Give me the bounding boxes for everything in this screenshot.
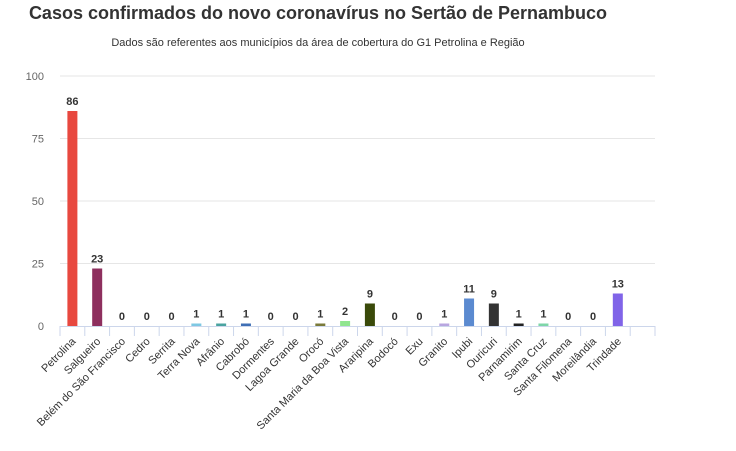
bar: [488, 303, 499, 326]
data-label: 0: [119, 311, 125, 323]
data-label: 11: [463, 284, 475, 296]
data-label: 23: [91, 254, 103, 266]
bar: [513, 323, 524, 326]
bar: [240, 323, 251, 326]
bar: [340, 321, 351, 326]
data-label: 1: [441, 309, 447, 321]
bar: [315, 323, 326, 326]
data-label: 1: [516, 309, 522, 321]
y-tick-label: 0: [38, 321, 44, 333]
data-label: 0: [392, 311, 398, 323]
data-label: 1: [218, 309, 224, 321]
bar: [612, 293, 623, 326]
data-label: 9: [491, 289, 497, 301]
y-tick-label: 75: [32, 134, 44, 146]
data-label: 1: [243, 309, 249, 321]
bar: [464, 298, 475, 326]
y-tick-label: 50: [32, 196, 44, 208]
bar: [538, 323, 549, 326]
data-label: 0: [590, 311, 596, 323]
data-label: 1: [193, 309, 199, 321]
data-label: 1: [540, 309, 546, 321]
data-label: 0: [292, 311, 298, 323]
data-label: 0: [268, 311, 274, 323]
data-label: 9: [367, 289, 373, 301]
data-label: 0: [565, 311, 571, 323]
bar: [439, 323, 450, 326]
y-tick-label: 25: [32, 259, 44, 271]
y-tick-label: 100: [26, 71, 44, 83]
data-label: 0: [169, 311, 175, 323]
bar: [216, 323, 227, 326]
bar: [191, 323, 202, 326]
chart-title: Casos confirmados do novo coronavírus no…: [28, 3, 608, 23]
data-label: 0: [416, 311, 422, 323]
data-label: 13: [612, 279, 624, 291]
bar: [67, 111, 78, 326]
bar: [364, 303, 375, 326]
data-label: 2: [342, 306, 348, 318]
chart-subtitle: Dados são referentes aos municípios da á…: [111, 37, 525, 49]
data-label: 1: [317, 309, 323, 321]
bar: [92, 268, 103, 326]
data-label: 0: [144, 311, 150, 323]
data-label: 86: [66, 96, 78, 108]
